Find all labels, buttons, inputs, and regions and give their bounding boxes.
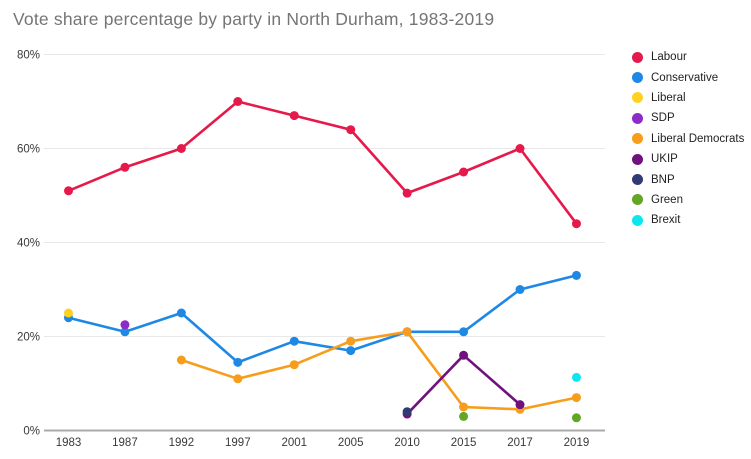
legend-dot-conservative (632, 72, 643, 84)
data-point-labour-1987 (120, 162, 130, 172)
legend-item-liberal-democrats: Liberal Democrats (632, 129, 744, 149)
data-point-liberal-democrats-2005 (346, 336, 356, 346)
data-point-green-2019 (571, 413, 581, 423)
x-tick-label: 1983 (56, 437, 82, 449)
x-tick-label: 2005 (338, 437, 364, 449)
data-point-conservative-2015 (459, 327, 469, 337)
legend-label: SDP (651, 112, 675, 125)
legend-label: Liberal Democrats (651, 132, 745, 145)
data-point-labour-1983 (64, 186, 73, 196)
legend-dot-sdp (632, 112, 643, 124)
legend-label: Green (651, 193, 683, 206)
data-point-labour-1997 (233, 97, 243, 106)
data-point-conservative-2005 (346, 346, 356, 356)
legend-label: Conservative (651, 71, 719, 84)
data-point-ukip-2017 (515, 400, 525, 410)
x-tick-label: 2015 (451, 437, 477, 449)
legend-label: Labour (651, 51, 687, 64)
data-point-liberal-1983 (64, 308, 73, 318)
data-point-labour-2019 (571, 219, 581, 229)
data-point-labour-2015 (459, 167, 469, 177)
legend-label: BNP (651, 173, 675, 186)
y-tick-label: 20% (17, 332, 40, 344)
data-point-labour-2010 (402, 188, 412, 198)
data-point-conservative-1992 (176, 308, 186, 318)
legend-dot-green (632, 194, 643, 206)
x-tick-label: 2001 (281, 437, 307, 449)
data-point-conservative-2019 (571, 270, 581, 280)
legend-item-green: Green (632, 190, 744, 210)
x-tick-label: 2019 (564, 437, 590, 449)
data-point-labour-2001 (289, 111, 299, 121)
legend-dot-labour (632, 51, 643, 63)
legend-label: UKIP (651, 153, 678, 166)
x-tick-label: 1992 (169, 437, 195, 449)
chart-title: Vote share percentage by party in North … (13, 9, 495, 29)
x-tick-label: 1997 (225, 437, 251, 449)
data-point-liberal-democrats-1992 (176, 355, 186, 365)
series-line-liberal-democrats (180, 330, 577, 411)
data-point-sdp-1987 (120, 320, 130, 330)
legend-dot-bnp (632, 174, 643, 186)
legend-item-labour: Labour (632, 47, 744, 67)
data-point-liberal-democrats-2019 (571, 393, 581, 403)
x-tick-label: 2010 (394, 437, 420, 449)
y-tick-label: 0% (23, 426, 40, 438)
data-point-brexit-2019 (571, 372, 581, 382)
series-line-labour (68, 100, 578, 225)
data-point-conservative-2001 (289, 336, 299, 346)
data-point-liberal-democrats-2015 (459, 402, 469, 412)
legend-item-sdp: SDP (632, 108, 744, 128)
legend-dot-ukip (632, 153, 643, 165)
data-point-conservative-1987 (120, 327, 130, 337)
y-tick-label: 60% (17, 144, 40, 156)
data-point-conservative-2017 (515, 285, 525, 294)
legend-label: Brexit (651, 214, 681, 227)
y-tick-label: 80% (17, 50, 40, 62)
legend-dot-liberal (632, 92, 643, 104)
data-point-labour-1992 (176, 144, 186, 153)
data-point-labour-2017 (515, 144, 525, 153)
legend-item-conservative: Conservative (632, 67, 744, 87)
data-point-liberal-democrats-2001 (289, 360, 299, 370)
data-point-liberal-democrats-2010 (402, 327, 412, 337)
legend: Labour Conservative Liberal SDP Liberal Demo… (632, 47, 744, 231)
data-point-bnp-2010 (402, 407, 412, 417)
data-point-ukip-2015 (459, 350, 469, 360)
y-tick-label: 40% (17, 238, 40, 250)
legend-item-brexit: Brexit (632, 210, 744, 230)
series-line-conservative (68, 274, 577, 364)
legend-item-ukip: UKIP (632, 149, 744, 169)
legend-dot-brexit (632, 214, 643, 226)
data-point-liberal-democrats-1997 (233, 374, 243, 384)
legend-dot-liberal-democrats (632, 133, 643, 145)
data-point-labour-2005 (346, 125, 356, 135)
legend-item-liberal: Liberal (632, 88, 744, 108)
x-tick-label: 2017 (507, 437, 533, 449)
legend-item-bnp: BNP (632, 169, 744, 189)
data-point-conservative-1997 (233, 357, 243, 367)
legend-label: Liberal (651, 91, 686, 104)
data-point-green-2015 (459, 411, 469, 421)
x-tick-label: 1987 (112, 437, 138, 449)
